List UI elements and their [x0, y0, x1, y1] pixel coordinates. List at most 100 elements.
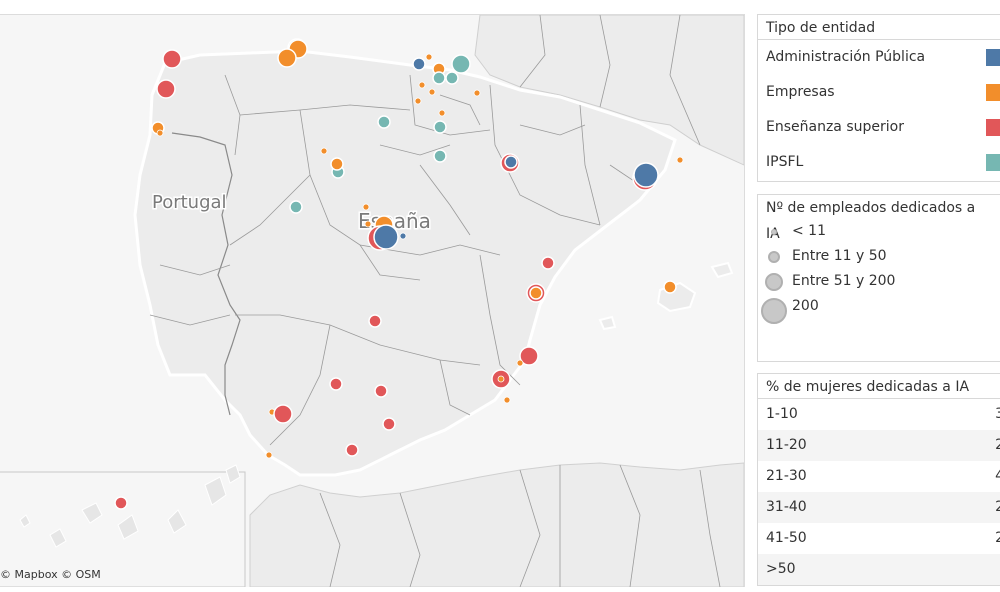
entity-marker[interactable]: [277, 48, 297, 68]
legend-size-circle: [765, 272, 783, 291]
legend-size-title: Nº de empleados dedicados a IA: [766, 200, 976, 242]
entity-markers[interactable]: [114, 38, 684, 510]
entity-marker[interactable]: [529, 286, 543, 300]
entity-marker[interactable]: [156, 79, 176, 99]
entity-marker[interactable]: [497, 375, 505, 383]
women-range-label: 11-20: [766, 437, 807, 453]
women-count-value: 2: [995, 437, 1000, 453]
entity-marker[interactable]: [368, 314, 382, 328]
legend-size-circle: [771, 228, 777, 235]
legend-color-swatch: [986, 84, 1000, 101]
region-borders: [149, 74, 641, 446]
entity-marker[interactable]: [473, 89, 481, 97]
legend-size-label: < 11: [792, 223, 826, 239]
entity-marker[interactable]: [425, 53, 433, 61]
portugal-border: [171, 132, 241, 416]
entity-marker[interactable]: [273, 404, 293, 424]
entity-marker[interactable]: [114, 496, 128, 510]
legend-entity-type: Tipo de entidad Administración Pública Em…: [757, 14, 1000, 182]
legend-color-swatch: [986, 49, 1000, 66]
country-label-portugal: Portugal: [152, 192, 227, 213]
entity-marker[interactable]: [320, 147, 328, 155]
women-table-row[interactable]: >50: [758, 554, 1000, 585]
legend-type-item[interactable]: Enseñanza superior: [758, 110, 1000, 145]
women-table-row[interactable]: 11-20 2: [758, 430, 1000, 461]
entity-marker[interactable]: [451, 54, 471, 74]
women-count-value: 3: [995, 406, 1000, 422]
women-range-label: >50: [766, 561, 796, 577]
entity-marker[interactable]: [330, 157, 344, 171]
entity-marker[interactable]: [438, 109, 446, 117]
entity-marker[interactable]: [432, 71, 446, 85]
entity-marker[interactable]: [633, 162, 659, 188]
entity-marker[interactable]: [399, 232, 407, 240]
entity-marker[interactable]: [382, 417, 396, 431]
legend-type-item[interactable]: Administración Pública: [758, 40, 1000, 75]
legend-women-percent: % de mujeres dedicadas a IA 1-10 3 11-20 2 2…: [757, 373, 1000, 586]
legend-color-swatch: [986, 154, 1000, 171]
entity-marker[interactable]: [377, 115, 391, 129]
legend-type-label: Enseñanza superior: [766, 119, 904, 135]
entity-marker[interactable]: [362, 203, 370, 211]
women-count-value: 4: [995, 468, 1000, 484]
entity-marker[interactable]: [265, 451, 273, 459]
menorca-island: [710, 261, 734, 279]
women-table-row[interactable]: 21-30 4: [758, 461, 1000, 492]
entity-marker[interactable]: [445, 71, 459, 85]
canary-islands: [19, 464, 241, 548]
women-range-label: 1-10: [766, 406, 798, 422]
legend-color-swatch: [986, 119, 1000, 136]
france-borders: [519, 15, 701, 146]
legend-employee-size: Nº de empleados dedicados a IA < 11 Entre…: [757, 194, 1000, 362]
entity-marker[interactable]: [428, 88, 436, 96]
women-range-label: 31-40: [766, 499, 807, 515]
legend-type-label: Empresas: [766, 84, 835, 100]
legend-size-circle: [761, 297, 787, 324]
entity-marker[interactable]: [541, 256, 555, 270]
women-range-label: 21-30: [766, 468, 807, 484]
entity-marker[interactable]: [516, 359, 524, 367]
legend-size-item[interactable]: < 11: [758, 219, 1000, 244]
legend-size-label: Entre 51 y 200: [792, 273, 896, 289]
entity-marker[interactable]: [503, 396, 511, 404]
women-table-row[interactable]: 1-10 3: [758, 399, 1000, 430]
entity-marker[interactable]: [373, 224, 399, 250]
entity-marker[interactable]: [663, 280, 677, 294]
entity-marker[interactable]: [374, 384, 388, 398]
entity-marker[interactable]: [433, 120, 447, 134]
legend-size-item[interactable]: 200: [758, 294, 1000, 324]
map-canvas[interactable]: Portugal España: [0, 15, 744, 587]
entity-marker[interactable]: [414, 97, 422, 105]
women-table-row[interactable]: 31-40 2: [758, 492, 1000, 523]
legend-size-item[interactable]: Entre 51 y 200: [758, 269, 1000, 294]
map-attribution[interactable]: © Mapbox © OSM: [0, 568, 101, 581]
women-count-value: 2: [995, 499, 1000, 515]
legend-size-circle: [768, 250, 780, 263]
entity-marker[interactable]: [676, 156, 684, 164]
legend-type-title: Tipo de entidad: [758, 15, 1000, 40]
legend-type-item[interactable]: IPSFL: [758, 145, 1000, 180]
iberia-land: [133, 49, 677, 477]
legend-type-item[interactable]: Empresas: [758, 75, 1000, 110]
women-range-label: 41-50: [766, 530, 807, 546]
map-view[interactable]: Portugal España © Mapbox © OSM: [0, 14, 745, 587]
entity-marker[interactable]: [418, 81, 426, 89]
entity-marker[interactable]: [345, 443, 359, 457]
entity-marker[interactable]: [156, 129, 164, 137]
women-count-value: 2: [995, 530, 1000, 546]
ibiza-island: [598, 315, 617, 331]
legend-size-label: 200: [792, 298, 819, 314]
entity-marker[interactable]: [412, 57, 426, 71]
entity-marker[interactable]: [289, 200, 303, 214]
entity-marker[interactable]: [162, 49, 182, 69]
africa-land: [249, 462, 744, 587]
legend-size-item[interactable]: Entre 11 y 50: [758, 244, 1000, 269]
women-table-row[interactable]: 41-50 2: [758, 523, 1000, 554]
entity-marker[interactable]: [433, 149, 447, 163]
africa-borders: [319, 464, 721, 587]
entity-marker[interactable]: [504, 155, 518, 169]
entity-marker[interactable]: [519, 346, 539, 366]
france-land: [474, 15, 744, 166]
entity-marker[interactable]: [364, 220, 372, 228]
entity-marker[interactable]: [329, 377, 343, 391]
